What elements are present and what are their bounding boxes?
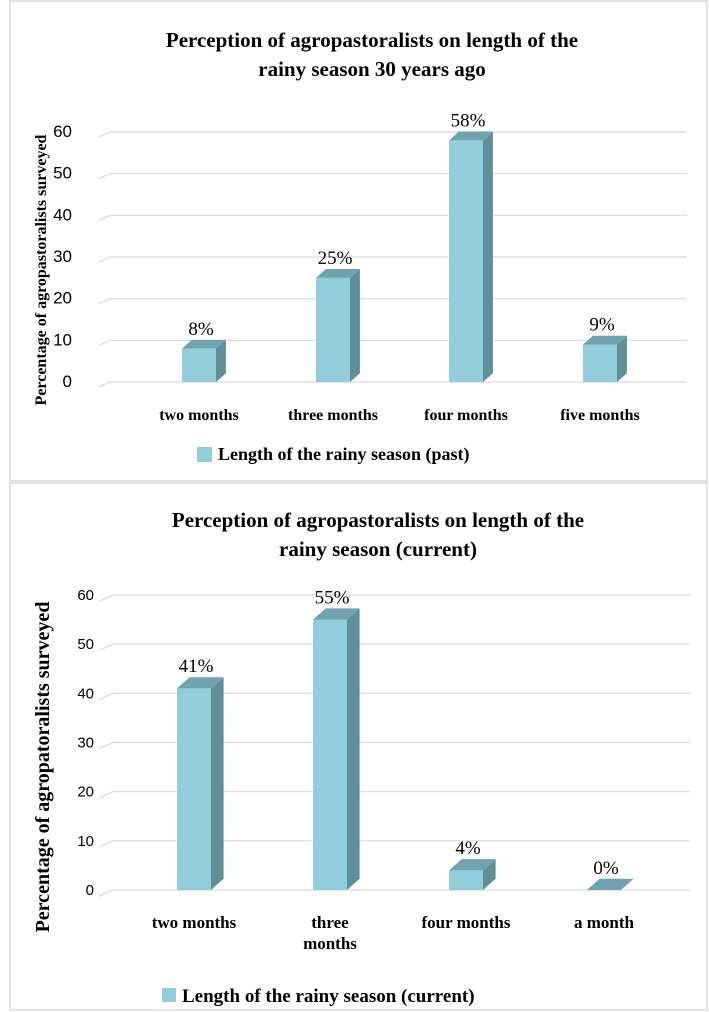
chart-d-category-label: a month: [574, 913, 635, 932]
chart-c-category-label: three months: [288, 407, 378, 424]
chart-d-legend-label: Length of the rainy season (current): [182, 986, 475, 1007]
chart-c-gridline: [98, 214, 687, 221]
chart-c-gridline: [98, 256, 687, 263]
chart-c-frame: [9, 0, 708, 482]
chart-c-y-tick-label: 50: [53, 164, 72, 183]
chart-d-y-axis-label: Percentage of agropatoralists surveyed: [32, 602, 54, 933]
chart-c-gridline: [98, 381, 687, 388]
chart-d-title-line: rainy season (current): [279, 537, 477, 561]
chart-d-gridline: [98, 594, 690, 602]
chart-d-gridline: [98, 741, 690, 750]
chart-d-gridline: [98, 840, 690, 848]
chart-panel-c: Perception of agropastoralists on length…: [0, 0, 709, 482]
chart-c-bar-top: [316, 269, 360, 278]
chart-d-gridline: [98, 692, 690, 701]
chart-c-bar-side: [617, 335, 627, 382]
chart-c-bar-top: [449, 131, 493, 141]
chart-c-y-tick-label: 20: [53, 289, 72, 308]
chart-d-category-label: months: [303, 934, 357, 953]
chart-d-data-label: 4%: [455, 838, 481, 859]
chart-d-frame: [9, 482, 708, 1011]
chart-d-bar-top: [587, 878, 634, 890]
chart-d-category-label: four months: [422, 913, 511, 932]
chart-d-y-tick-label: 30: [77, 735, 94, 752]
chart-c-bar-side: [350, 269, 360, 382]
chart-c-bar-top: [182, 339, 226, 349]
chart-c-y-tick-label: 10: [53, 330, 72, 349]
chart-d-bar: [313, 619, 347, 890]
chart-d-y-tick-label: 50: [77, 636, 94, 653]
chart-d-y-tick-label: 60: [77, 587, 94, 604]
chart-c-bar-side: [483, 131, 493, 382]
chart-d-data-label: 41%: [179, 656, 214, 677]
chart-c-y-tick-label: 40: [53, 205, 72, 224]
chart-c-y-tick-label: 0: [63, 372, 72, 391]
chart-d-data-label: 55%: [315, 587, 350, 608]
chart-d-y-tick-label: 10: [77, 833, 94, 850]
chart-c-bar: [449, 140, 483, 382]
chart-d-category-label: three: [311, 913, 349, 932]
chart-c-bar: [182, 348, 216, 382]
chart-d-svg: Perception of agropastoralists on length…: [9, 482, 708, 1011]
chart-d-bar-top: [313, 608, 360, 620]
chart-d-data-label: 0%: [593, 858, 619, 879]
chart-c-category-label: five months: [560, 407, 640, 424]
chart-c-y-tick-label: 60: [53, 122, 72, 141]
chart-d-gridline: [98, 643, 690, 652]
chart-c-gridline: [98, 339, 687, 346]
chart-c-bar-top: [583, 335, 627, 345]
chart-d-y-tick-label: 20: [77, 784, 94, 801]
chart-c-title-line: rainy season 30 years ago: [258, 57, 486, 81]
chart-d-bar-top: [449, 859, 496, 871]
chart-d-category-label: two months: [152, 913, 237, 932]
chart-c-bar: [583, 344, 617, 382]
chart-d-legend-swatch: [162, 988, 176, 1002]
chart-c-y-axis-label: Percentage of agropastoralists surveyed: [33, 134, 50, 405]
chart-d-bar-top: [177, 677, 224, 689]
chart-c-y-tick-label: 30: [53, 247, 72, 266]
chart-c-category-label: four months: [424, 407, 508, 424]
chart-c-legend-label: Length of the rainy season (past): [218, 444, 470, 465]
chart-c-data-label: 58%: [451, 111, 486, 132]
chart-d-gridline: [98, 791, 690, 799]
chart-c-data-label: 8%: [188, 319, 214, 340]
chart-c-bar-side: [216, 339, 226, 382]
chart-c-svg: Perception of agropastoralists on length…: [9, 0, 708, 482]
chart-c-legend-swatch: [197, 447, 212, 462]
chart-c-data-label: 9%: [589, 315, 615, 336]
chart-d-bar-side: [483, 859, 496, 890]
chart-c-bar: [316, 277, 350, 382]
chart-c-title-line: Perception of agropastoralists on length…: [166, 28, 578, 52]
chart-c-gridline: [98, 298, 687, 305]
chart-d-bar-side: [347, 608, 360, 890]
chart-c-category-label: two months: [159, 407, 239, 424]
chart-d-gridline: [98, 889, 690, 897]
chart-c-gridline: [98, 131, 687, 138]
chart-d-title-line: Perception of agropastoralists on length…: [172, 508, 584, 532]
chart-c-gridline: [98, 173, 687, 180]
chart-panel-d: Perception of agropastoralists on length…: [0, 482, 709, 1012]
chart-d-bar-side: [211, 677, 224, 890]
chart-d-bar: [177, 688, 211, 890]
chart-d-y-tick-label: 0: [86, 882, 94, 899]
chart-d-y-tick-label: 40: [77, 685, 94, 702]
chart-d-bar: [449, 870, 483, 890]
chart-c-data-label: 25%: [318, 248, 353, 269]
